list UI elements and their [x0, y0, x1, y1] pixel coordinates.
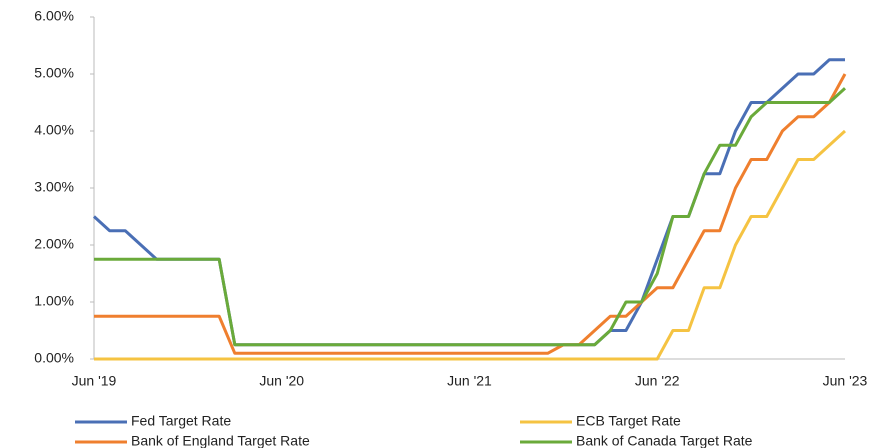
series-line — [94, 73, 847, 355]
x-tick-label: Jun '22 — [635, 373, 680, 389]
y-tick-label: 6.00% — [34, 8, 74, 24]
legend-label: Bank of Canada Target Rate — [576, 433, 753, 448]
legend-label: Bank of England Target Rate — [131, 433, 310, 448]
series-line — [94, 129, 847, 361]
x-tick-label: Jun '21 — [447, 373, 492, 389]
x-tick-label: Jun '20 — [259, 373, 304, 389]
y-tick-label: 2.00% — [34, 236, 74, 252]
x-tick-label: Jun '23 — [823, 373, 868, 389]
y-tick-label: 0.00% — [34, 350, 74, 366]
y-tick-label: 3.00% — [34, 179, 74, 195]
y-tick-label: 1.00% — [34, 293, 74, 309]
y-tick-label: 5.00% — [34, 65, 74, 81]
legend-label: Fed Target Rate — [131, 413, 231, 429]
y-tick-label: 4.00% — [34, 122, 74, 138]
series-line — [92, 58, 845, 347]
x-tick-label: Jun '19 — [72, 373, 117, 389]
series-line — [94, 87, 847, 347]
legend-label: ECB Target Rate — [576, 413, 681, 429]
